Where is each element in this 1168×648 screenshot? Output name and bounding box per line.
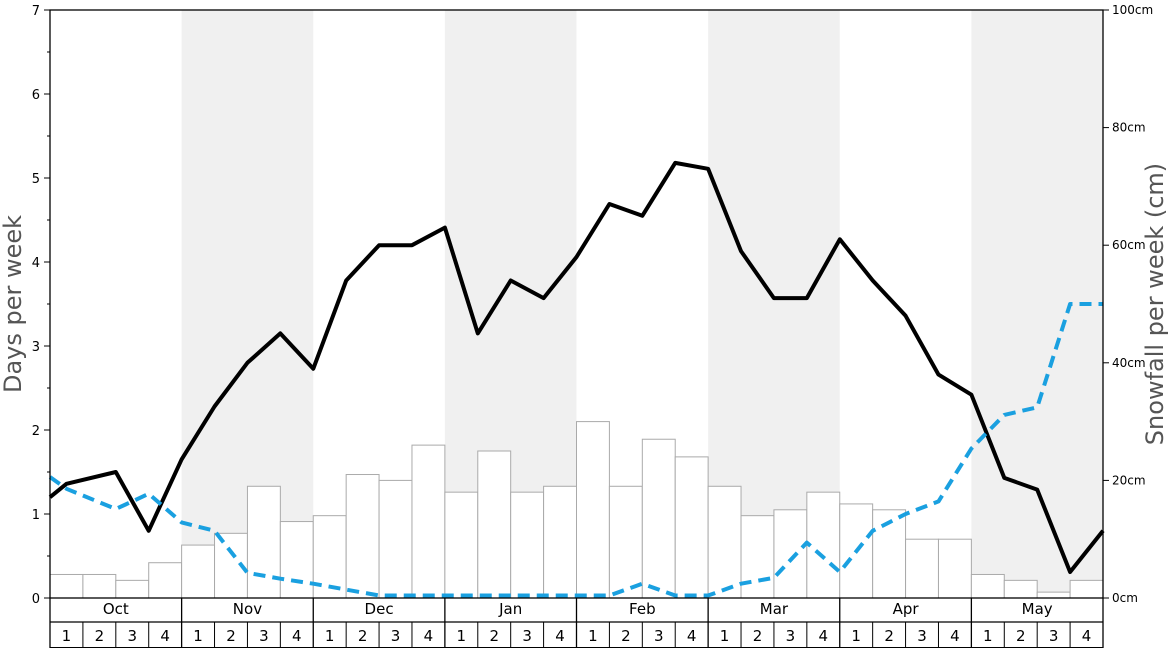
week-label: 2 — [1016, 627, 1026, 645]
right-tick-label: 0cm — [1112, 591, 1138, 605]
month-label: Dec — [365, 600, 394, 618]
snowfall-bar — [1069, 579, 1104, 599]
week-label: 3 — [786, 627, 796, 645]
snowfall-bar — [510, 491, 545, 599]
right-tick-label: 100cm — [1112, 3, 1153, 17]
right-tick-label: 80cm — [1112, 121, 1146, 135]
snowfall-bar — [674, 456, 709, 599]
snowfall-bar — [477, 450, 512, 599]
week-label: 1 — [851, 627, 861, 645]
snowfall-bar — [543, 485, 577, 599]
left-tick-label: 6 — [32, 88, 40, 103]
snowfall-bar — [148, 562, 183, 599]
left-axis: 0 1 2 3 4 5 6 7 — [32, 4, 50, 607]
snowfall-bar — [806, 491, 841, 599]
right-tick-label: 60cm — [1112, 238, 1146, 252]
week-label: 4 — [950, 627, 960, 645]
week-label: 1 — [720, 627, 730, 645]
month-label: May — [1022, 600, 1053, 618]
month-label: Mar — [760, 600, 789, 618]
week-label: 3 — [259, 627, 269, 645]
left-axis-title: Days per week — [0, 215, 27, 393]
week-label: 2 — [226, 627, 236, 645]
week-label: 1 — [457, 627, 467, 645]
snowfall-bar — [279, 521, 314, 599]
week-label: 1 — [325, 627, 335, 645]
snowfall-bar — [937, 538, 972, 599]
week-label: 3 — [522, 627, 532, 645]
dashed-trend-line — [48, 302, 1103, 598]
week-label: 1 — [983, 627, 993, 645]
right-tick-label: 40cm — [1112, 356, 1146, 370]
week-label: 3 — [654, 627, 664, 645]
month-week-axis: Oct 1 2 3 4 Nov 1 2 3 4 Dec 1 2 3 4 Jan 1 2 3 4 Feb 1 2 3 4 Mar 1 2… — [49, 598, 1104, 648]
week-label: 2 — [95, 627, 105, 645]
week-label: 2 — [884, 627, 894, 645]
left-tick-label: 0 — [32, 592, 40, 607]
snowfall-bar — [608, 485, 643, 599]
week-label: 1 — [62, 627, 72, 645]
trend-lines — [48, 160, 1105, 598]
left-tick-label: 5 — [32, 172, 40, 187]
week-label: 2 — [753, 627, 763, 645]
snowfall-bar — [181, 544, 216, 599]
week-label: 4 — [819, 627, 829, 645]
snowfall-bar — [707, 485, 742, 599]
snowfall-bar — [345, 474, 380, 599]
snowfall-bar — [378, 479, 413, 599]
solid-trend-line — [48, 160, 1105, 574]
week-label: 2 — [621, 627, 631, 645]
snowfall-bar — [576, 421, 610, 599]
week-label: 4 — [1082, 627, 1092, 645]
week-label: 1 — [193, 627, 203, 645]
snowfall-bar — [773, 509, 808, 599]
week-label: 4 — [687, 627, 697, 645]
snowfall-bar — [740, 515, 775, 599]
week-label: 3 — [127, 627, 137, 645]
snowfall-bar — [49, 573, 84, 599]
week-label: 4 — [292, 627, 302, 645]
week-label: 4 — [424, 627, 434, 645]
week-label: 3 — [917, 627, 927, 645]
month-label: Nov — [233, 600, 262, 618]
snowfall-bar — [1036, 591, 1071, 599]
snowfall-bars — [49, 421, 1104, 599]
left-tick-label: 7 — [32, 4, 40, 19]
month-label: Jan — [498, 600, 522, 618]
week-label: 2 — [358, 627, 368, 645]
left-tick-label: 4 — [32, 256, 40, 271]
week-label: 1 — [588, 627, 598, 645]
snowfall-bar — [444, 491, 479, 599]
right-axis-title: Snowfall per week (cm) — [1141, 163, 1168, 445]
week-label: 3 — [391, 627, 401, 645]
month-label: Feb — [629, 600, 656, 618]
snowfall-bar — [115, 579, 150, 599]
week-label: 2 — [489, 627, 499, 645]
week-label: 3 — [1049, 627, 1059, 645]
snowfall-bar — [82, 573, 117, 599]
left-tick-label: 2 — [32, 424, 40, 439]
month-label: Apr — [893, 600, 920, 618]
snowfall-bar — [970, 573, 1005, 599]
right-tick-label: 20cm — [1112, 473, 1146, 487]
left-tick-label: 1 — [32, 508, 40, 523]
snowfall-bar — [1003, 579, 1038, 599]
week-label: 4 — [555, 627, 565, 645]
snowfall-bar — [411, 444, 446, 599]
snowfall-bar — [246, 485, 281, 599]
snowfall-bar — [905, 538, 939, 599]
week-label: 4 — [160, 627, 170, 645]
month-shading — [181, 10, 1103, 598]
snowfall-bar — [641, 438, 676, 599]
left-tick-label: 3 — [32, 340, 40, 355]
right-axis: 0cm 20cm 40cm 60cm 80cm 100cm — [1103, 3, 1153, 605]
month-label: Oct — [103, 600, 129, 618]
